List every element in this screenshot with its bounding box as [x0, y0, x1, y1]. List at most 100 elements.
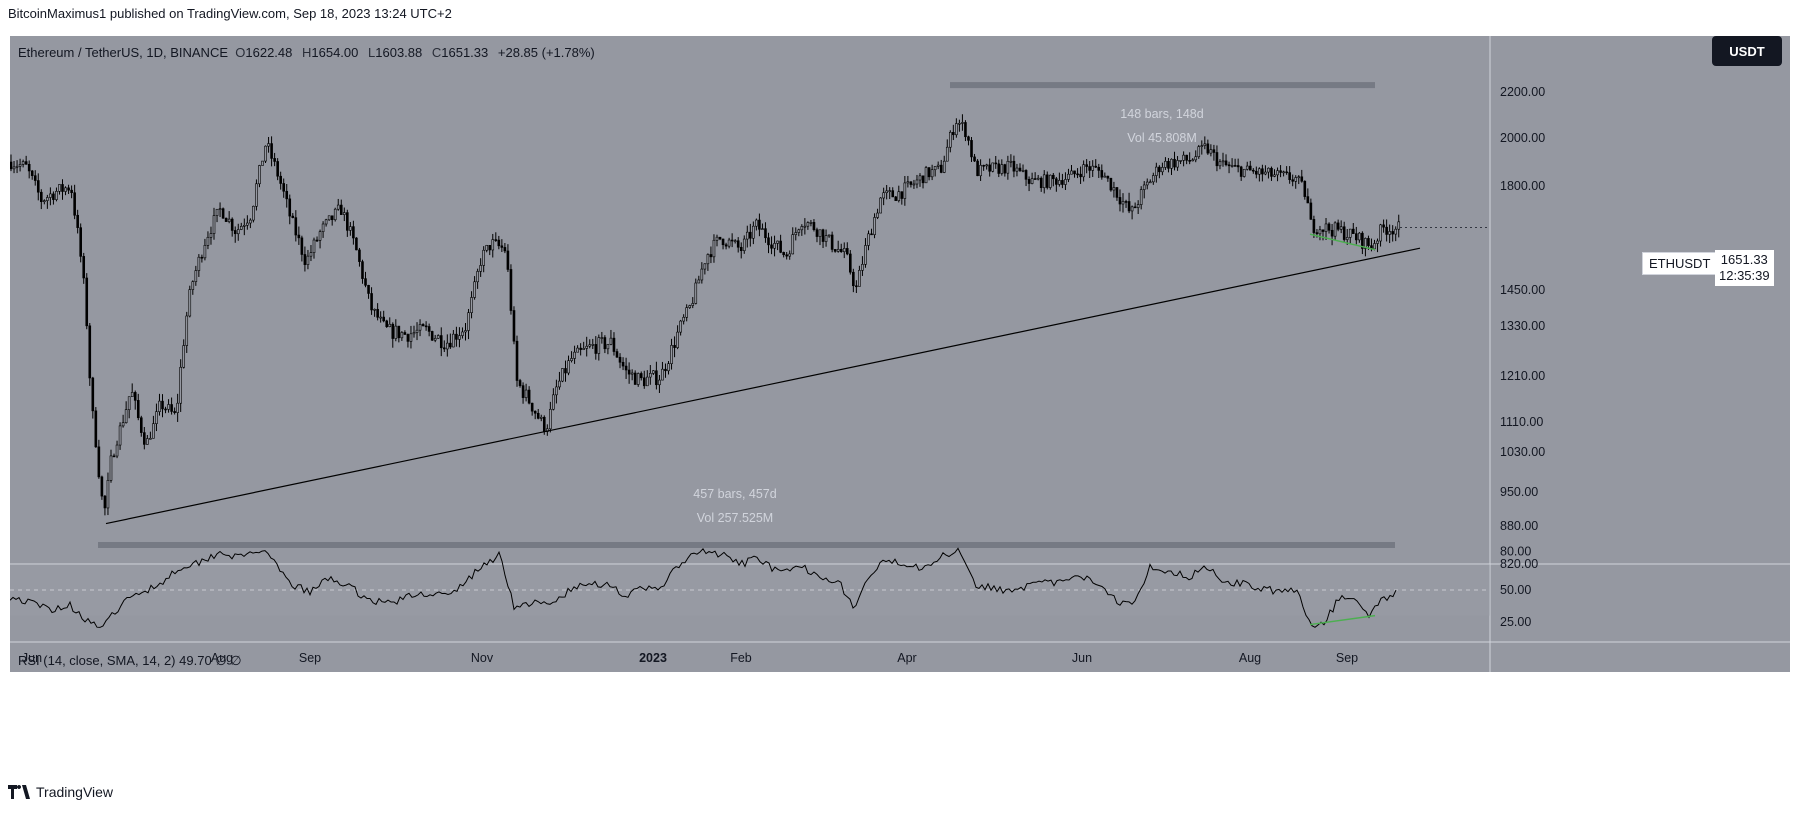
candle	[939, 159, 943, 174]
candle	[346, 209, 349, 237]
candle	[1270, 166, 1273, 181]
candle	[924, 165, 928, 184]
candle	[1173, 151, 1176, 171]
candle	[1185, 154, 1188, 165]
candle	[952, 124, 955, 141]
price-axis-background	[1490, 36, 1790, 672]
candle	[1279, 165, 1282, 178]
candle	[33, 170, 37, 186]
ascending-support-trendline[interactable]	[105, 247, 1421, 525]
candle	[427, 323, 431, 337]
candle	[879, 197, 882, 214]
candle	[955, 118, 958, 138]
candle	[152, 415, 155, 439]
candle	[903, 175, 907, 206]
candle	[739, 242, 743, 259]
candle	[1282, 170, 1285, 177]
candle	[1212, 144, 1216, 161]
candle	[1339, 220, 1343, 234]
price-divergence-line[interactable]	[1309, 233, 1376, 251]
candle	[273, 152, 276, 167]
rsi-divergence-line[interactable]	[1309, 614, 1376, 626]
candle	[282, 178, 286, 198]
candle	[539, 414, 543, 422]
candle	[18, 158, 22, 172]
candle	[327, 215, 331, 221]
candle	[224, 217, 228, 222]
last-price-badge: 1651.33 12:35:39	[1715, 250, 1774, 286]
candle	[476, 268, 479, 289]
candle	[1139, 186, 1143, 210]
candle	[570, 351, 573, 363]
candle	[394, 319, 398, 342]
close-value: 1651.33	[441, 45, 489, 60]
candle	[552, 388, 555, 411]
candle	[1155, 162, 1158, 183]
candle	[536, 408, 540, 420]
candle	[803, 218, 807, 235]
candle	[1273, 169, 1276, 178]
candle	[967, 135, 970, 146]
candle	[615, 348, 619, 358]
candle	[1045, 171, 1049, 190]
candle	[1079, 166, 1082, 184]
candle	[333, 207, 337, 222]
candle	[449, 333, 452, 349]
candle	[576, 345, 579, 353]
candle	[1076, 168, 1079, 179]
candle	[276, 158, 279, 181]
candle	[791, 227, 795, 255]
candle	[994, 156, 998, 169]
candle	[1091, 160, 1095, 177]
candle	[836, 240, 840, 253]
candle	[1397, 214, 1401, 238]
candle	[612, 332, 616, 356]
candle	[461, 327, 464, 339]
price-chart[interactable]: 2200.00 2000.00 1800.00 1450.00 1330.00 1210.…	[9, 36, 1790, 773]
measure-label-bars: 457 bars, 457d	[693, 487, 776, 501]
candle	[827, 234, 831, 238]
candle	[73, 184, 76, 220]
candle	[88, 323, 92, 386]
candle	[579, 343, 582, 356]
candle	[436, 334, 440, 339]
candle	[930, 164, 934, 181]
candle	[882, 187, 885, 206]
candle	[985, 163, 988, 170]
candle	[479, 258, 482, 277]
candle	[264, 145, 267, 164]
candle	[294, 210, 298, 242]
candle	[1118, 189, 1122, 212]
candle	[1094, 159, 1098, 169]
candle	[621, 357, 625, 371]
candle	[285, 183, 289, 208]
candle	[1209, 144, 1213, 157]
candle	[1188, 152, 1191, 165]
candle	[170, 397, 173, 415]
candle	[358, 247, 361, 267]
candle	[609, 329, 613, 346]
candle	[624, 357, 628, 379]
candle	[103, 494, 107, 516]
candle	[188, 285, 192, 318]
rsi-tick-label: 80.00	[1500, 545, 1531, 559]
ticker-badge: ETHUSDT	[1642, 252, 1718, 275]
candle	[136, 393, 140, 421]
candle	[1048, 174, 1052, 190]
candle	[1348, 228, 1352, 245]
candle	[382, 310, 385, 323]
candle	[976, 159, 979, 177]
candle	[1391, 225, 1394, 242]
candle	[1351, 223, 1355, 234]
candle	[1288, 166, 1291, 184]
candle	[197, 254, 201, 277]
currency-button[interactable]: USDT	[1712, 36, 1782, 66]
candle	[858, 265, 861, 287]
candle	[185, 311, 189, 353]
candle	[261, 160, 264, 166]
candle	[1294, 175, 1298, 189]
candle	[1224, 154, 1228, 167]
candle	[703, 263, 707, 275]
candle	[670, 338, 673, 370]
candle	[1306, 188, 1310, 204]
